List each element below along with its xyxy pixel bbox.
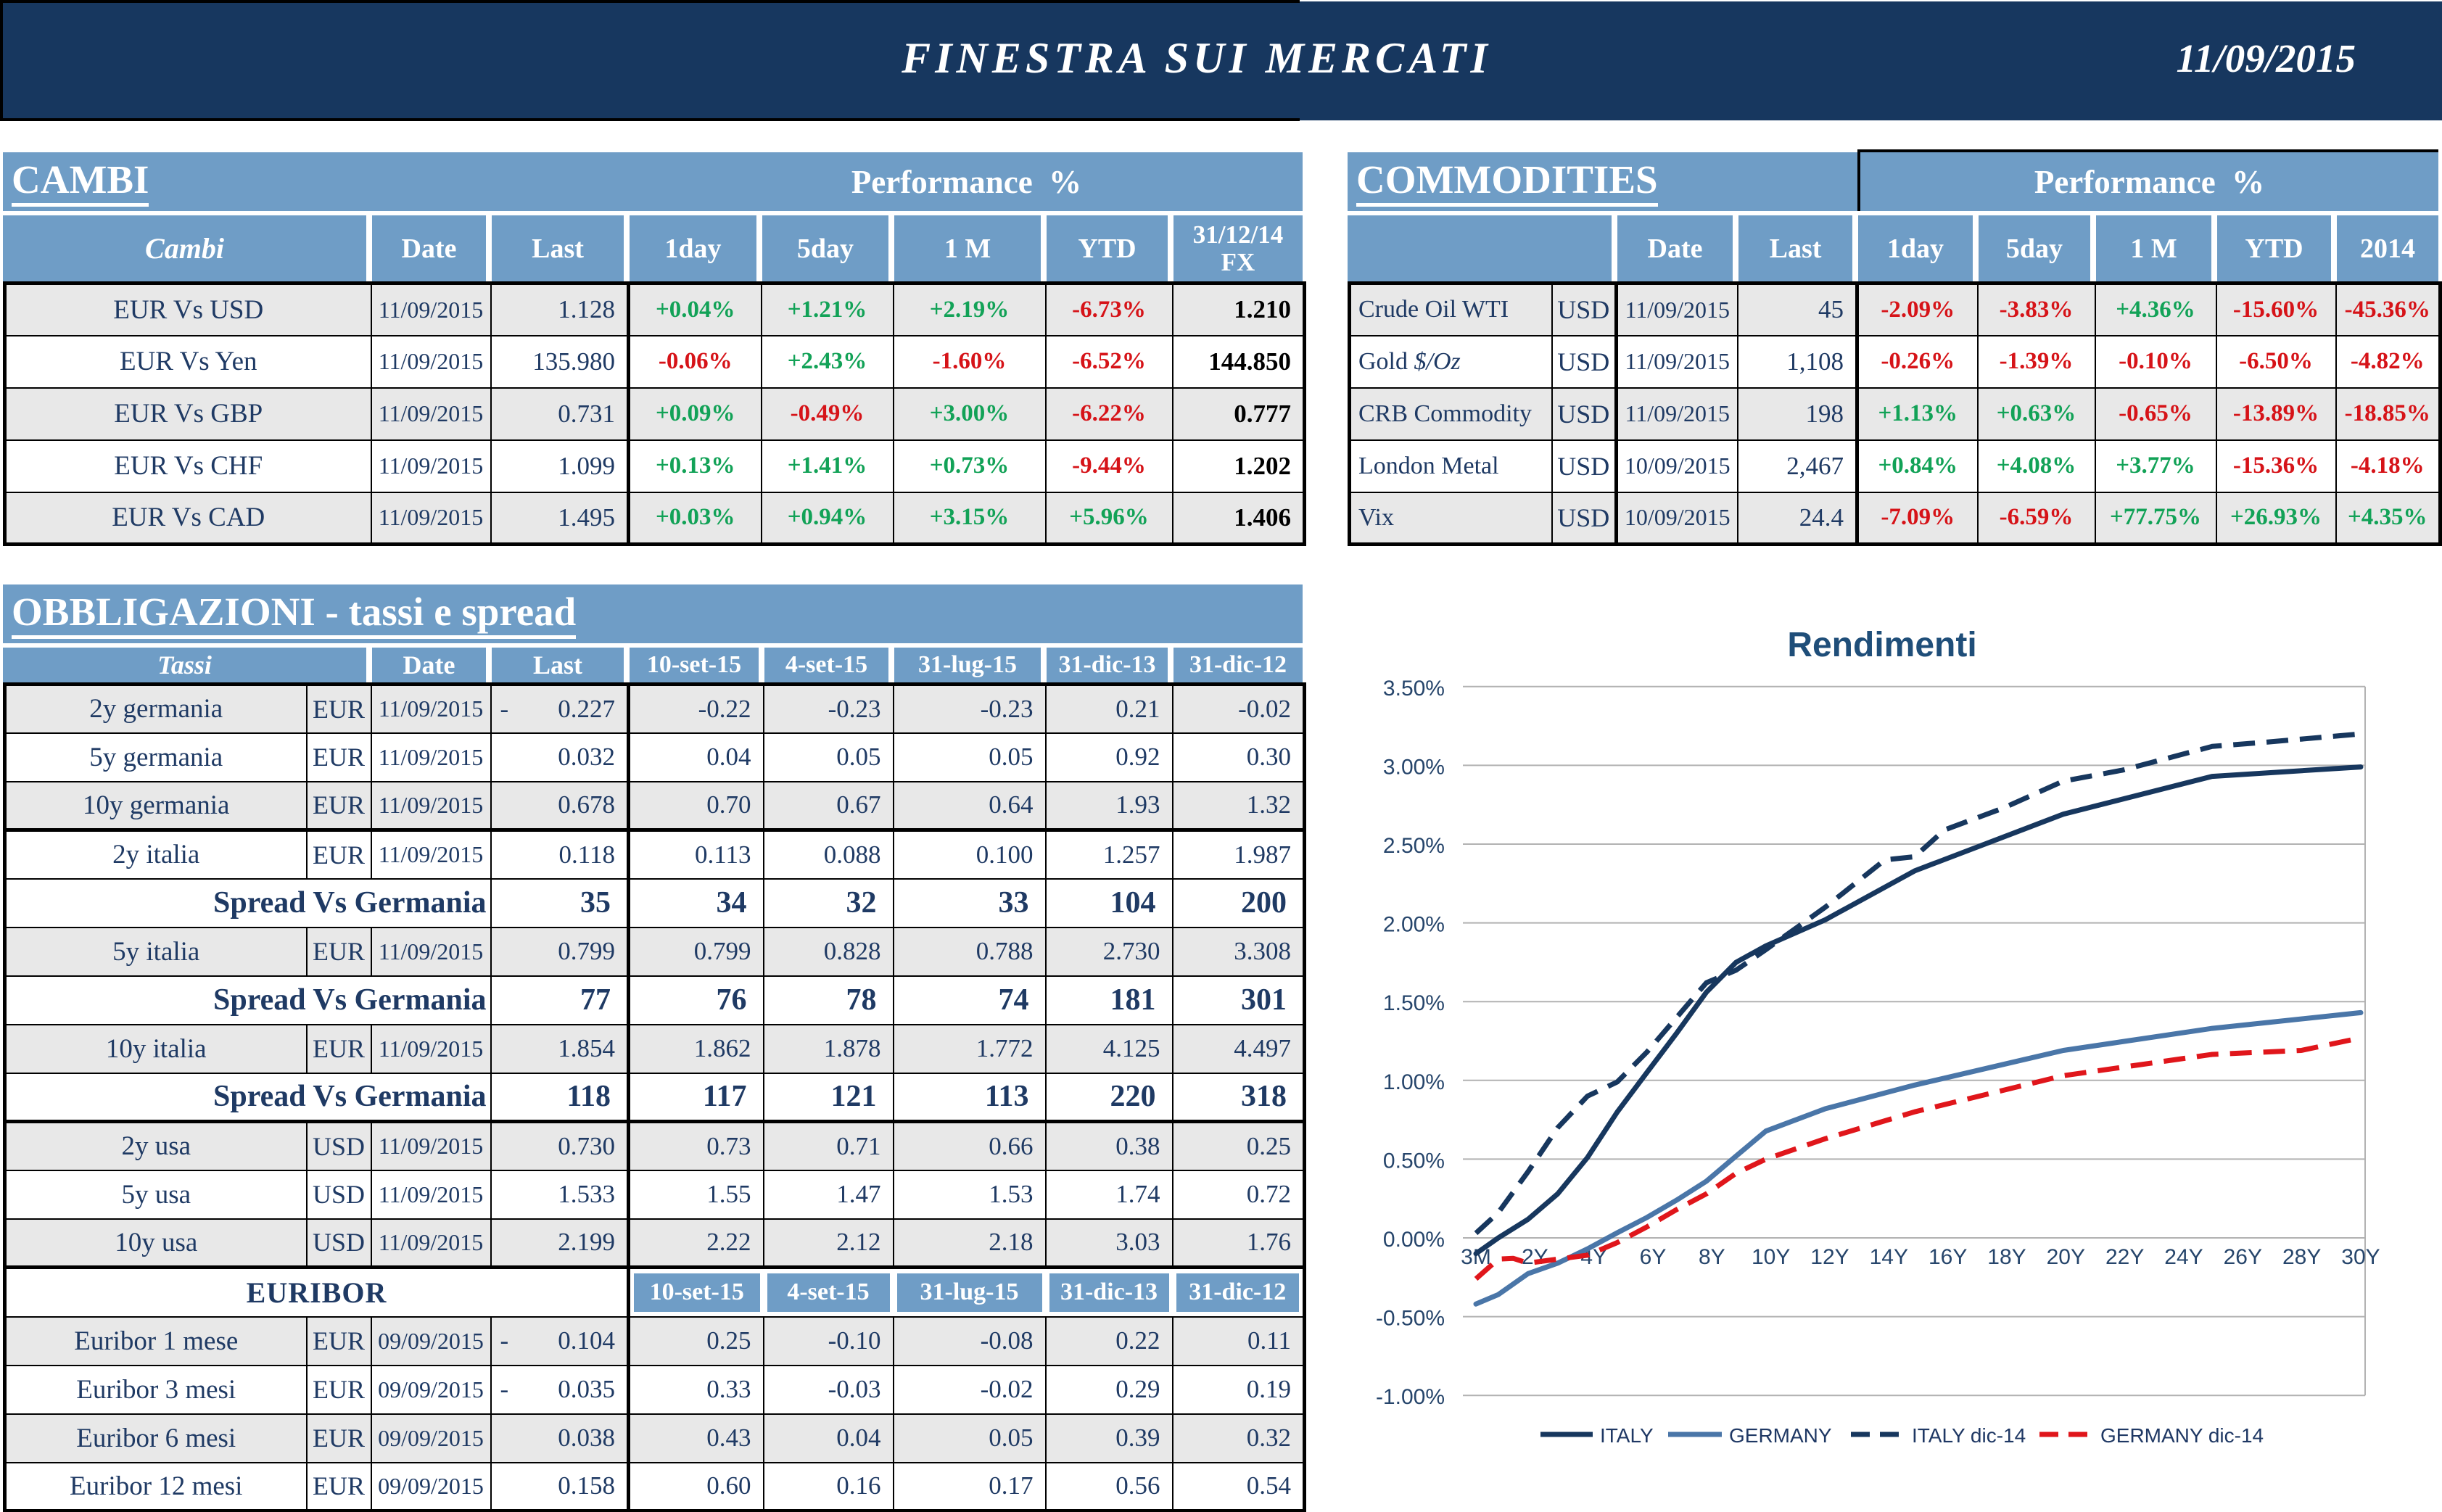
svg-text:6Y: 6Y bbox=[1640, 1245, 1667, 1269]
svg-text:1.50%: 1.50% bbox=[1383, 991, 1445, 1015]
svg-text:3.00%: 3.00% bbox=[1383, 755, 1445, 779]
svg-text:-1.00%: -1.00% bbox=[1376, 1385, 1445, 1409]
svg-text:-0.50%: -0.50% bbox=[1376, 1307, 1445, 1331]
svg-text:22Y: 22Y bbox=[2105, 1245, 2144, 1269]
svg-text:20Y: 20Y bbox=[2047, 1245, 2085, 1269]
svg-text:GERMANY dic-14: GERMANY dic-14 bbox=[2100, 1424, 2264, 1447]
svg-text:16Y: 16Y bbox=[1929, 1245, 1967, 1269]
svg-text:2.50%: 2.50% bbox=[1383, 834, 1445, 858]
svg-text:14Y: 14Y bbox=[1870, 1245, 1908, 1269]
svg-text:26Y: 26Y bbox=[2224, 1245, 2262, 1269]
svg-text:24Y: 24Y bbox=[2164, 1245, 2203, 1269]
svg-text:1.00%: 1.00% bbox=[1383, 1070, 1445, 1094]
svg-text:ITALY dic-14: ITALY dic-14 bbox=[1912, 1424, 2026, 1447]
svg-text:Rendimenti: Rendimenti bbox=[1787, 626, 1976, 664]
svg-text:0.50%: 0.50% bbox=[1383, 1149, 1445, 1173]
svg-text:8Y: 8Y bbox=[1699, 1245, 1725, 1269]
svg-text:28Y: 28Y bbox=[2282, 1245, 2321, 1269]
svg-text:0.00%: 0.00% bbox=[1383, 1228, 1445, 1252]
svg-text:ITALY: ITALY bbox=[1600, 1424, 1654, 1447]
svg-text:2.00%: 2.00% bbox=[1383, 913, 1445, 937]
svg-text:3.50%: 3.50% bbox=[1383, 677, 1445, 701]
svg-text:10Y: 10Y bbox=[1752, 1245, 1790, 1269]
svg-text:30Y: 30Y bbox=[2341, 1245, 2380, 1269]
svg-text:GERMANY: GERMANY bbox=[1729, 1424, 1832, 1447]
svg-text:18Y: 18Y bbox=[1987, 1245, 2026, 1269]
svg-text:12Y: 12Y bbox=[1810, 1245, 1849, 1269]
svg-text:2Y: 2Y bbox=[1522, 1245, 1548, 1269]
